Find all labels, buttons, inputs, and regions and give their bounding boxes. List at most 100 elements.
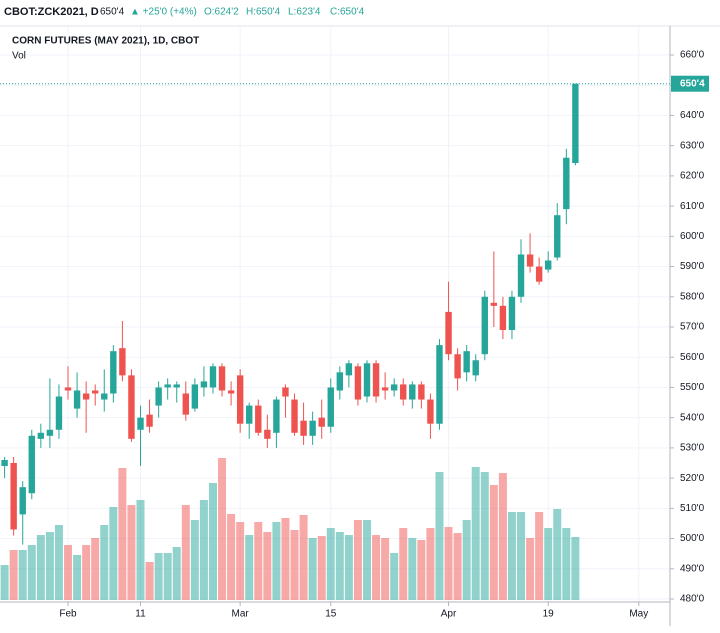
candle-body (73, 390, 81, 409)
volume-bar (181, 505, 190, 600)
candle-body (101, 393, 108, 400)
volume-bar (227, 514, 236, 600)
x-tick-label: May (629, 609, 648, 620)
volume-bar (263, 532, 272, 600)
volume-bar (390, 553, 399, 600)
volume-bar (308, 538, 317, 600)
candle-body (209, 366, 217, 388)
volume-bar (118, 468, 127, 600)
candle-body (255, 405, 262, 433)
volume-bar (344, 535, 353, 600)
candle-body (481, 296, 488, 355)
candle-body (472, 360, 479, 376)
close-value: C:650'4 (330, 7, 365, 18)
volume-bar (254, 522, 263, 600)
y-tick-label: 580'0 (680, 291, 705, 302)
chart-title: CORN FUTURES (MAY 2021), 1D, CBOT (12, 36, 199, 47)
candle-body (291, 399, 298, 433)
candle-body (445, 311, 452, 355)
volume-label: Vol (12, 51, 26, 62)
y-tick-label: 510'0 (680, 503, 705, 514)
volume-bar (199, 500, 208, 600)
low-value: L:623'4 (288, 7, 321, 18)
change: ▲ +25'0 (+4%) (130, 7, 197, 18)
candle-body (463, 351, 470, 373)
volume-bar (208, 483, 217, 600)
candle-body (28, 435, 35, 494)
volume-bar (507, 512, 516, 600)
candle-body (155, 387, 162, 406)
open-value: O:624'2 (204, 7, 239, 18)
candle-body (381, 387, 389, 391)
volume-bar (45, 532, 54, 600)
x-tick-label: Apr (441, 609, 457, 620)
volume-bar (498, 473, 507, 600)
candle-body (119, 348, 126, 376)
candle-body (354, 366, 362, 400)
y-tick-label: 620'0 (680, 171, 705, 182)
volume-bar (553, 509, 562, 600)
candle-body (572, 83, 579, 164)
candle-body (436, 345, 443, 424)
volume-bar (526, 538, 535, 600)
symbol: CBOT:ZCK2021, D (4, 6, 99, 18)
volume-bar (299, 515, 308, 600)
volume-bar (0, 565, 9, 600)
x-tick-label: 19 (543, 609, 555, 620)
volume-bar (435, 472, 444, 600)
volume-bar (218, 458, 227, 600)
candle-body (182, 393, 189, 415)
volume-bar (571, 537, 580, 600)
volume-bar (163, 553, 172, 600)
x-tick-label: 15 (325, 609, 337, 620)
y-tick-label: 540'0 (680, 412, 705, 423)
volume-bar (444, 527, 453, 600)
candle-body (363, 363, 371, 397)
volume-bar (317, 536, 326, 600)
volume-bar (190, 520, 199, 600)
candle-body (191, 384, 199, 409)
volume-bar (9, 550, 18, 600)
candle-body (372, 363, 380, 397)
volume-bar (471, 467, 480, 600)
volume-bar (127, 505, 136, 600)
candle-body (264, 429, 271, 439)
volume-bar (109, 507, 118, 600)
candle-body (19, 487, 26, 515)
y-tick-label: 570'0 (680, 322, 705, 333)
volume-bar (453, 533, 462, 600)
volume-bar (353, 520, 362, 600)
volume-bar (462, 520, 471, 600)
candle-body (236, 375, 244, 424)
volume-bar (290, 530, 299, 600)
volume-bar (154, 553, 163, 600)
volume-bar (145, 562, 154, 600)
candle-body (218, 366, 226, 391)
candle-body (82, 393, 90, 400)
y-tick-label: 480'0 (680, 594, 705, 605)
candle-body (227, 390, 235, 394)
volume-bar (54, 525, 63, 600)
candle-body (1, 459, 8, 467)
volume-bar (417, 540, 426, 600)
y-tick-label: 610'0 (680, 201, 705, 212)
candle-body (526, 254, 534, 267)
volume-bar (136, 500, 145, 600)
volume-bar (480, 472, 489, 600)
candle-body (554, 215, 561, 258)
candle-body (110, 351, 117, 394)
candle-body (418, 384, 425, 400)
volume-bar (82, 545, 91, 600)
y-tick-label: 520'0 (680, 473, 705, 484)
volume-bar (272, 522, 281, 600)
volume-bar (372, 535, 381, 600)
last-price-header: 650'4 (100, 7, 125, 18)
volume-bar (91, 538, 100, 600)
candle-body (390, 384, 398, 391)
candle-body (400, 384, 407, 400)
candle-body (309, 420, 316, 436)
y-tick-label: 640'0 (680, 110, 705, 121)
last-price-label: 650'4 (680, 78, 705, 89)
volume-bar (544, 528, 553, 600)
